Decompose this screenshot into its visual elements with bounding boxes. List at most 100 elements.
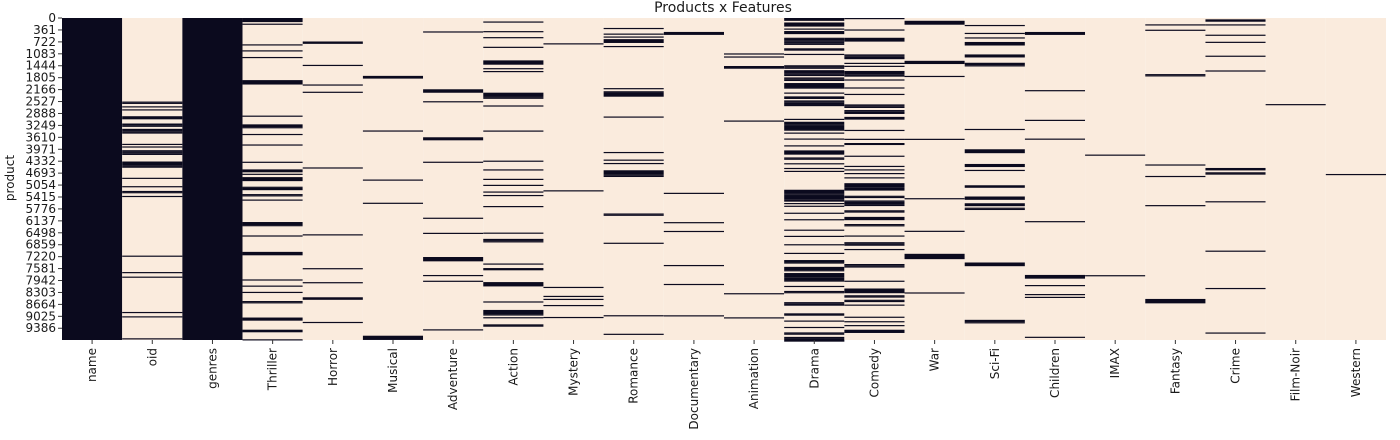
cell-background [964, 18, 1025, 340]
x-tick-label: Romance [627, 348, 641, 404]
present-stripe [1145, 74, 1206, 76]
present-stripe [1024, 274, 1086, 279]
present-stripe [483, 31, 544, 33]
present-stripe [784, 212, 845, 214]
present-stripe [362, 130, 424, 132]
cell-background [724, 18, 785, 340]
present-stripe [603, 151, 664, 154]
present-stripe [603, 116, 664, 118]
present-stripe [1145, 29, 1206, 31]
present-stripe [844, 243, 905, 245]
present-stripe [784, 326, 845, 329]
present-stripe [784, 66, 845, 68]
present-stripe [1205, 201, 1266, 203]
present-stripe [784, 79, 845, 82]
present-stripe [1085, 275, 1146, 277]
present-stripe [844, 224, 905, 226]
present-stripe [964, 169, 1025, 172]
present-stripe [784, 74, 845, 77]
present-stripe [784, 302, 845, 304]
cell-background [1145, 18, 1206, 340]
present-stripe [122, 255, 183, 257]
present-stripe [844, 169, 905, 171]
present-stripe [784, 41, 845, 43]
present-stripe [904, 255, 965, 260]
x-axis-ticks: name oid genres Thriller Horror Musical Advent… [85, 340, 1363, 430]
cell-background [904, 18, 965, 340]
present-stripe [603, 33, 664, 35]
present-stripe [1205, 55, 1266, 57]
present-stripe [844, 57, 905, 60]
present-stripe [423, 101, 484, 103]
present-stripe [784, 43, 845, 45]
present-stripe [122, 116, 183, 120]
column-musical [362, 18, 424, 340]
present-stripe [964, 319, 1025, 322]
present-stripe [122, 109, 183, 111]
x-tick-label: Fantasy [1168, 348, 1182, 394]
present-stripe [483, 97, 544, 99]
present-stripe [122, 153, 183, 155]
present-stripe [844, 54, 905, 56]
present-stripe [242, 173, 303, 175]
heatmap-plot-area [62, 18, 1386, 342]
present-stripe [242, 44, 303, 46]
present-stripe [844, 300, 905, 303]
present-stripe [784, 266, 845, 271]
present-stripe [483, 130, 544, 132]
present-stripe [784, 40, 845, 42]
present-stripe [122, 146, 183, 148]
present-stripe [844, 111, 905, 114]
present-stripe [844, 106, 905, 108]
present-stripe [844, 296, 905, 298]
present-stripe [423, 232, 484, 234]
present-stripe [844, 70, 905, 75]
present-stripe [964, 163, 1025, 168]
present-stripe [122, 186, 183, 188]
present-stripe [784, 262, 845, 264]
present-stripe [784, 77, 845, 79]
y-tick-label: 9386 [25, 321, 56, 335]
y-tick-label: 2166 [25, 83, 56, 97]
column-genres [182, 18, 243, 340]
present-stripe [122, 143, 183, 146]
present-stripe [1205, 24, 1266, 26]
present-stripe [964, 203, 1025, 207]
present-stripe [844, 143, 905, 146]
present-stripe [964, 32, 1025, 35]
present-stripe [784, 78, 845, 80]
present-stripe [724, 53, 785, 55]
present-stripe [964, 128, 1025, 131]
present-stripe [483, 314, 544, 316]
present-stripe [784, 336, 845, 339]
present-stripe [483, 68, 544, 70]
present-stripe [423, 217, 484, 219]
present-stripe [964, 208, 1025, 211]
y-tick-label: 7581 [25, 262, 56, 276]
present-stripe [483, 169, 544, 171]
cell-background [1205, 18, 1266, 340]
present-stripe [784, 65, 845, 67]
present-stripe [784, 70, 845, 73]
present-stripe [122, 131, 183, 133]
present-stripe [844, 242, 905, 244]
column-film-noir [1265, 18, 1326, 340]
present-stripe [1085, 154, 1146, 156]
present-stripe [1024, 138, 1086, 140]
present-stripe [844, 165, 905, 168]
present-stripe [844, 316, 905, 318]
present-stripe [122, 192, 183, 194]
present-stripe [1145, 298, 1206, 304]
cell-background [423, 18, 484, 340]
present-stripe [122, 276, 183, 278]
present-stripe [844, 292, 905, 294]
present-stripe [844, 55, 905, 57]
present-stripe [483, 70, 544, 73]
present-stripe [784, 277, 845, 281]
x-tick-label: IMAX [1108, 348, 1122, 378]
x-tick-label: Documentary [687, 348, 701, 430]
present-stripe [784, 132, 845, 134]
present-stripe [784, 292, 845, 294]
cell-background [543, 18, 604, 340]
present-stripe [784, 304, 845, 306]
